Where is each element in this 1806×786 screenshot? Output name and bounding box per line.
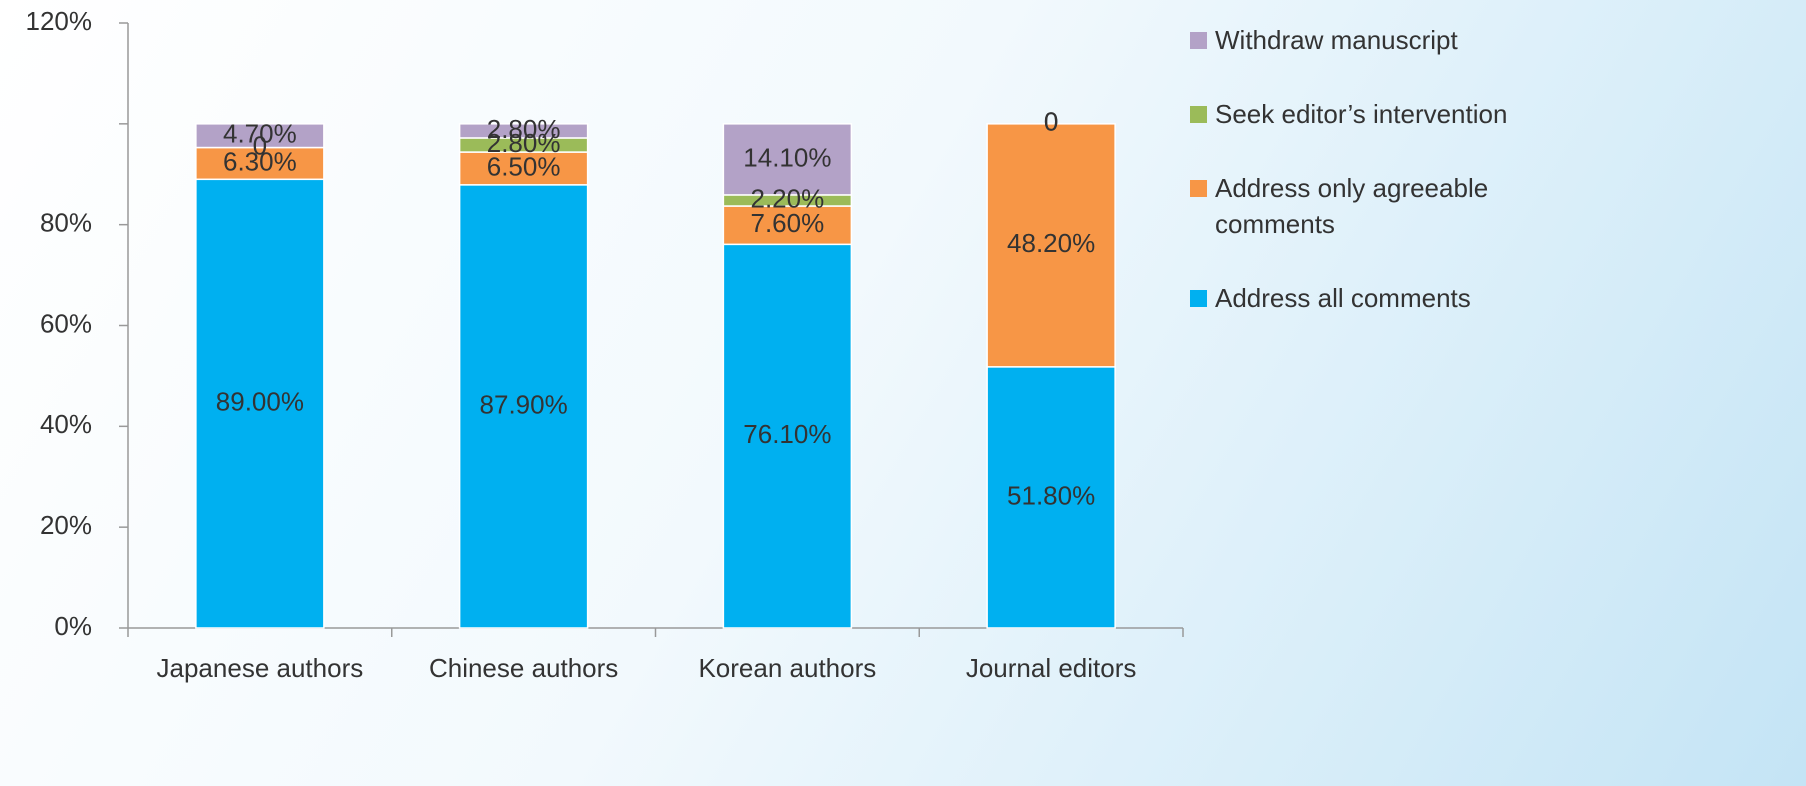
data-label: 2.20%: [751, 183, 825, 213]
legend-label: Address only agreeable comments: [1215, 173, 1489, 239]
y-tick-label: 60%: [40, 308, 92, 338]
legend-label: Withdraw manuscript: [1215, 25, 1458, 55]
data-label: 4.70%: [223, 119, 297, 149]
x-tick-label: Chinese authors: [429, 653, 618, 683]
x-tick-label: Japanese authors: [157, 653, 364, 683]
bar-segment: [722, 123, 853, 196]
legend-item: Seek editor’s intervention: [1190, 96, 1590, 132]
bar-segment: [986, 123, 1116, 368]
data-label: 14.10%: [743, 142, 831, 172]
data-label: 6.30%: [223, 146, 297, 176]
legend-item: Address only agreeable comments: [1190, 170, 1590, 242]
data-label: 0: [1044, 107, 1058, 137]
data-label: 2.80%: [487, 114, 561, 144]
bar-segment: [458, 123, 589, 139]
y-tick-label: 0%: [54, 611, 92, 641]
x-tick-label: Journal editors: [966, 653, 1137, 683]
legend: Withdraw manuscript Seek editor’s interve…: [1190, 22, 1590, 354]
data-label: 0: [253, 130, 267, 160]
data-label: 0: [1044, 107, 1058, 137]
legend-item: Withdraw manuscript: [1190, 22, 1590, 58]
y-tick-label: 80%: [40, 208, 92, 238]
legend-item: Address all comments: [1190, 280, 1590, 316]
data-label: 76.10%: [743, 419, 831, 449]
legend-label: Seek editor’s intervention: [1215, 99, 1508, 129]
y-tick-label: 40%: [40, 409, 92, 439]
bar-segment: [458, 151, 589, 186]
legend-label: Address all comments: [1215, 283, 1471, 313]
legend-swatch: [1190, 32, 1207, 49]
data-label: 48.20%: [1007, 228, 1095, 258]
legend-swatch: [1190, 106, 1207, 123]
data-label: 6.50%: [487, 151, 561, 181]
data-label: 2.80%: [487, 128, 561, 158]
data-label: 87.90%: [480, 389, 568, 419]
bar-segment: [722, 243, 853, 629]
data-label: 7.60%: [751, 208, 825, 238]
y-tick-label: 120%: [26, 6, 93, 36]
legend-swatch: [1190, 180, 1207, 197]
bar-segment: [458, 184, 589, 629]
data-label: 89.00%: [216, 387, 304, 417]
x-tick-label: Korean authors: [698, 653, 876, 683]
legend-swatch: [1190, 290, 1207, 307]
bar-segment: [195, 146, 325, 181]
y-tick-label: 20%: [40, 510, 92, 540]
bar-segment: [195, 123, 325, 149]
data-label: 51.80%: [1007, 480, 1095, 510]
